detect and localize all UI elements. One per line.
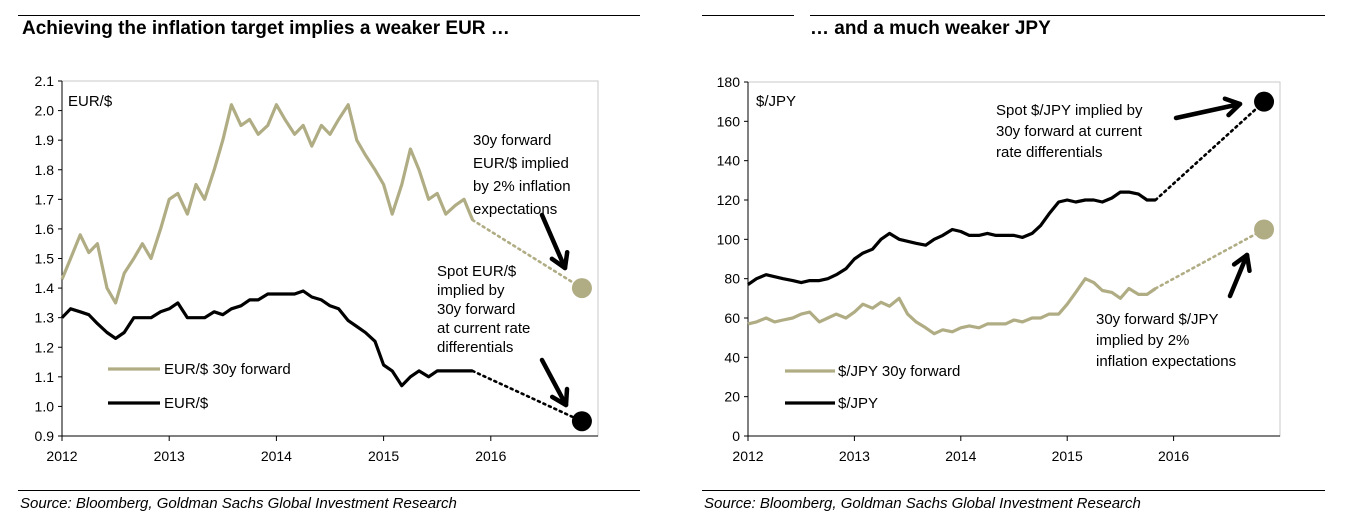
annotation-1-line: implied by 2% — [1096, 332, 1189, 349]
annotation-1-line: at current rate — [437, 320, 530, 337]
top-rule — [18, 15, 640, 16]
arrow-head-0 — [549, 249, 570, 271]
y-tick-label: 2.1 — [35, 73, 55, 89]
y-tick-label: 180 — [717, 74, 741, 90]
source-note: Source: Bloomberg, Goldman Sachs Global … — [704, 495, 1141, 512]
chart-title: Achieving the inflation target implies a… — [22, 18, 510, 39]
annotation-0-line: by 2% inflation — [473, 178, 571, 195]
x-tick-label: 2012 — [732, 448, 763, 464]
arrow-shaft-1 — [1227, 252, 1250, 299]
y-tick-label: 0.9 — [35, 428, 55, 444]
bottom-rule — [702, 490, 1325, 491]
annotation-0-line: Spot $/JPY implied by — [996, 102, 1143, 119]
right-chart-panel: … and a much weaker JPY 0 20 40 60 80 100 120 1… — [690, 0, 1371, 530]
annotation-1-line: 30y forward $/JPY — [1096, 311, 1219, 328]
legend-label-1: $/JPY — [838, 395, 878, 412]
top-rule — [810, 15, 1325, 16]
eur-chart: 0.9 1.0 1.1 1.2 1.3 1.4 1.5 1.6 1.7 1.8 1.9 2.0 2.1 2… — [35, 73, 599, 464]
arrow-shaft-0 — [539, 212, 568, 271]
arrow-head-1 — [549, 386, 570, 408]
series-line-0 — [60, 103, 475, 305]
annotation-0-line: EUR/$ implied — [473, 155, 569, 172]
x-tick-label: 2014 — [261, 448, 292, 464]
x-tick-label: 2012 — [46, 448, 77, 464]
y-tick-label: 40 — [724, 349, 740, 365]
jpy-chart: 0 20 40 60 80 100 120 140 160 180 2012 2013 2014 2015… — [717, 74, 1281, 464]
annotation-1-line: implied by — [437, 282, 505, 299]
end-point-marker-1 — [571, 411, 592, 432]
y-tick-label: 1.6 — [35, 221, 55, 237]
y-tick-label: 60 — [724, 310, 740, 326]
annotation-0-line: rate differentials — [996, 144, 1102, 161]
y-tick-label: 100 — [717, 231, 741, 247]
y-tick-label: 1.5 — [35, 251, 55, 267]
dotted-extension-1 — [1154, 228, 1266, 290]
y-tick-label: 80 — [724, 271, 740, 287]
y-tick-label: 120 — [717, 192, 741, 208]
source-note: Source: Bloomberg, Goldman Sachs Global … — [20, 495, 457, 512]
x-tick-label: 2015 — [1052, 448, 1083, 464]
arrow-shaft-1 — [539, 357, 569, 408]
dotted-extension-1 — [471, 369, 584, 423]
arrow-head-1 — [1231, 252, 1252, 274]
y-tick-label: 1.9 — [35, 132, 55, 148]
y-tick-label: 1.0 — [35, 398, 55, 414]
arrow-shaft-0 — [1173, 101, 1243, 121]
y-tick-label: 0 — [732, 428, 740, 444]
y-tick-label: 140 — [717, 153, 741, 169]
x-tick-label: 2013 — [839, 448, 870, 464]
left-chart-panel: Achieving the inflation target implies a… — [0, 0, 660, 530]
end-point-marker-0 — [1254, 91, 1275, 112]
annotation-0-line: expectations — [473, 201, 557, 218]
dotted-extension-0 — [1154, 100, 1266, 202]
y-tick-label: 1.2 — [35, 339, 55, 355]
x-tick-label: 2013 — [154, 448, 185, 464]
legend-label-0: $/JPY 30y forward — [838, 363, 960, 380]
y-tick-label: 1.1 — [35, 369, 55, 385]
y-tick-label: 160 — [717, 113, 741, 129]
x-tick-label: 2016 — [475, 448, 506, 464]
annotation-0-line: 30y forward at current — [996, 123, 1143, 140]
legend-label-1: EUR/$ — [164, 395, 209, 412]
y-tick-label: 1.3 — [35, 310, 55, 326]
x-tick-label: 2016 — [1158, 448, 1189, 464]
bottom-rule — [18, 490, 640, 491]
annotation-1-line: differentials — [437, 339, 513, 356]
chart-title: … and a much weaker JPY — [810, 18, 1051, 39]
legend-label-0: EUR/$ 30y forward — [164, 361, 291, 378]
x-tick-label: 2014 — [945, 448, 976, 464]
x-tick-label: 2015 — [368, 448, 399, 464]
inner-axis-label: EUR/$ — [68, 93, 113, 110]
dotted-extension-0 — [471, 218, 584, 290]
annotation-0-line: 30y forward — [473, 132, 551, 149]
series-line-1 — [60, 289, 473, 388]
series-line-1 — [747, 190, 1156, 286]
annotation-1-line: inflation expectations — [1096, 353, 1236, 370]
y-tick-label: 1.8 — [35, 162, 55, 178]
end-point-marker-1 — [1254, 219, 1275, 240]
end-point-marker-0 — [571, 278, 592, 299]
y-tick-label: 1.7 — [35, 191, 55, 207]
y-tick-label: 1.4 — [35, 280, 55, 296]
arrow-head-0 — [1222, 96, 1243, 118]
y-tick-label: 20 — [724, 389, 740, 405]
annotation-1-line: 30y forward — [437, 301, 515, 318]
top-rule-short — [702, 15, 794, 16]
inner-axis-label: $/JPY — [756, 93, 796, 110]
y-tick-label: 2.0 — [35, 103, 55, 119]
annotation-1-line: Spot EUR/$ — [437, 263, 517, 280]
series-line-0 — [747, 277, 1157, 336]
